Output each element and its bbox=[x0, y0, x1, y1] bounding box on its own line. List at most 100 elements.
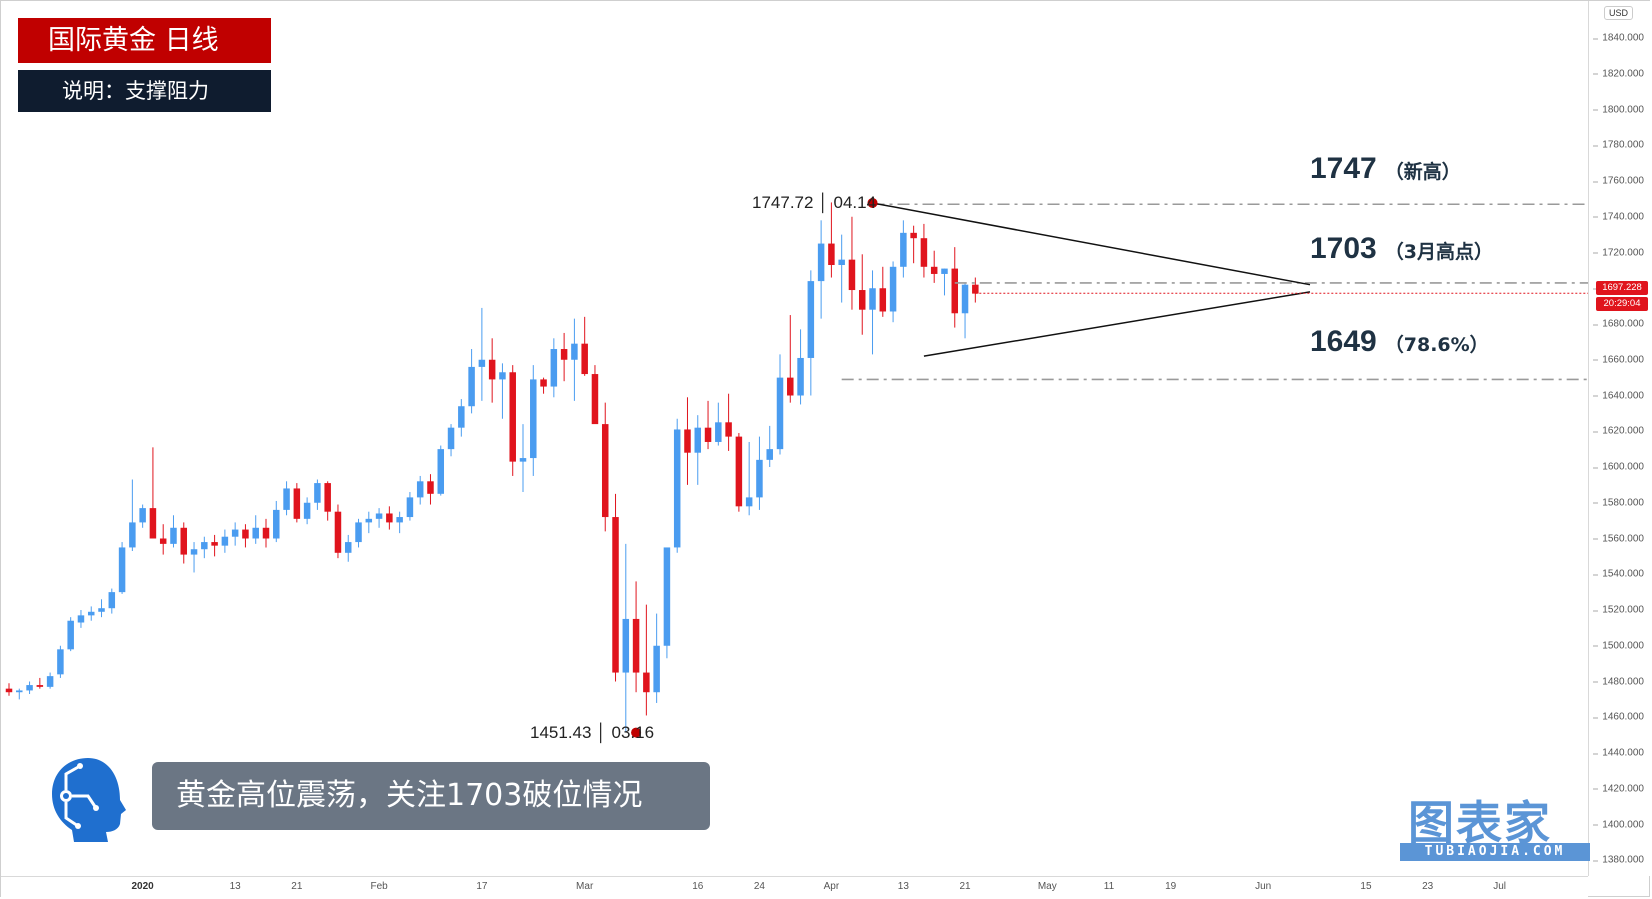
candle[interactable] bbox=[139, 504, 146, 528]
candle[interactable] bbox=[889, 261, 897, 323]
candle[interactable] bbox=[910, 225, 917, 264]
candle[interactable] bbox=[149, 447, 157, 539]
candle[interactable] bbox=[231, 522, 239, 546]
candle[interactable] bbox=[36, 677, 44, 689]
candle[interactable] bbox=[386, 506, 393, 530]
candle[interactable] bbox=[375, 508, 383, 528]
candle[interactable] bbox=[519, 424, 527, 493]
candle[interactable] bbox=[488, 338, 496, 403]
candle[interactable] bbox=[704, 400, 712, 450]
candle[interactable] bbox=[458, 399, 465, 437]
candle[interactable] bbox=[571, 318, 578, 401]
candle[interactable] bbox=[900, 220, 907, 278]
candle[interactable] bbox=[735, 433, 743, 512]
candle[interactable] bbox=[591, 365, 599, 425]
candle[interactable] bbox=[941, 268, 948, 296]
candle[interactable] bbox=[869, 270, 876, 355]
candle[interactable] bbox=[530, 365, 537, 476]
candle[interactable] bbox=[848, 216, 856, 310]
candle[interactable] bbox=[344, 534, 352, 562]
candle[interactable] bbox=[437, 445, 445, 496]
candle[interactable] bbox=[190, 542, 198, 573]
candle[interactable] bbox=[879, 266, 887, 317]
candle[interactable] bbox=[283, 481, 290, 516]
candle[interactable] bbox=[540, 377, 547, 394]
swing-low-marker[interactable] bbox=[631, 727, 642, 738]
candle[interactable] bbox=[684, 397, 691, 485]
candle[interactable] bbox=[828, 202, 835, 278]
candle[interactable] bbox=[406, 492, 414, 521]
candle[interactable] bbox=[108, 588, 116, 614]
candle[interactable] bbox=[550, 338, 558, 398]
candle[interactable] bbox=[643, 604, 650, 716]
candle[interactable] bbox=[920, 223, 928, 278]
candle[interactable] bbox=[5, 683, 13, 696]
candle[interactable] bbox=[98, 599, 105, 618]
candle[interactable] bbox=[951, 247, 959, 328]
candle[interactable] bbox=[221, 529, 229, 553]
candle[interactable] bbox=[303, 497, 311, 525]
candle[interactable] bbox=[807, 270, 815, 396]
candle[interactable] bbox=[293, 483, 301, 523]
candle[interactable] bbox=[560, 332, 568, 382]
candle[interactable] bbox=[273, 500, 280, 543]
last-price-tag[interactable]: 1697.228 bbox=[1596, 281, 1648, 295]
candle[interactable] bbox=[745, 441, 753, 516]
candle[interactable] bbox=[622, 543, 630, 732]
bar-countdown-tag[interactable]: 20:29:04 bbox=[1596, 297, 1648, 311]
candle[interactable] bbox=[252, 515, 259, 544]
candle[interactable] bbox=[612, 493, 619, 682]
candle[interactable] bbox=[201, 536, 208, 559]
candle[interactable] bbox=[447, 424, 455, 457]
candle[interactable] bbox=[673, 418, 681, 553]
swing-high-marker[interactable] bbox=[867, 197, 878, 208]
candle[interactable] bbox=[499, 363, 506, 419]
candle[interactable] bbox=[67, 617, 74, 652]
candle[interactable] bbox=[694, 415, 702, 485]
candle[interactable] bbox=[324, 481, 331, 521]
candle[interactable] bbox=[478, 307, 486, 401]
candle[interactable] bbox=[57, 645, 64, 678]
candle[interactable] bbox=[838, 234, 845, 303]
candle[interactable] bbox=[129, 479, 136, 552]
candle[interactable] bbox=[653, 613, 660, 703]
candle[interactable] bbox=[77, 610, 85, 628]
candle[interactable] bbox=[396, 511, 403, 534]
lower-trendline[interactable] bbox=[923, 291, 1311, 357]
candle[interactable] bbox=[170, 515, 177, 548]
candle[interactable] bbox=[756, 436, 763, 510]
upper-trendline[interactable] bbox=[872, 202, 1311, 286]
time-axis[interactable]: 2020 13 21 Feb 17 Mar 16 24 Apr 13 21 May 11 19 Jun 15 2… bbox=[1, 876, 1588, 899]
candle[interactable] bbox=[632, 581, 640, 693]
candle[interactable] bbox=[468, 349, 475, 414]
candle[interactable] bbox=[766, 425, 773, 467]
candle[interactable] bbox=[87, 606, 95, 621]
price-axis[interactable]: 1840.000 1820.000 1800.000 1780.000 1760.000… bbox=[1588, 1, 1652, 876]
candle[interactable] bbox=[601, 402, 609, 532]
candle[interactable] bbox=[817, 220, 825, 319]
candle[interactable] bbox=[776, 354, 784, 455]
candle[interactable] bbox=[961, 282, 969, 339]
candle[interactable] bbox=[858, 254, 866, 335]
candle[interactable] bbox=[416, 475, 424, 505]
candle[interactable] bbox=[262, 518, 270, 548]
candle[interactable] bbox=[581, 316, 588, 376]
candle[interactable] bbox=[118, 542, 126, 594]
candle[interactable] bbox=[242, 524, 249, 548]
candle[interactable] bbox=[159, 524, 167, 555]
candle[interactable] bbox=[16, 688, 23, 700]
candle[interactable] bbox=[930, 250, 938, 283]
candle[interactable] bbox=[427, 474, 434, 505]
candle[interactable] bbox=[26, 681, 33, 695]
candle[interactable] bbox=[211, 534, 218, 557]
candle[interactable] bbox=[725, 393, 732, 451]
currency-badge[interactable]: USD bbox=[1604, 6, 1634, 20]
candle[interactable] bbox=[787, 315, 794, 403]
price-plot[interactable] bbox=[1, 1, 1588, 876]
candle[interactable] bbox=[334, 504, 342, 559]
candle[interactable] bbox=[365, 511, 373, 534]
candle[interactable] bbox=[180, 522, 188, 564]
candle[interactable] bbox=[314, 479, 321, 510]
candle[interactable] bbox=[797, 329, 804, 405]
candle[interactable] bbox=[715, 402, 722, 446]
